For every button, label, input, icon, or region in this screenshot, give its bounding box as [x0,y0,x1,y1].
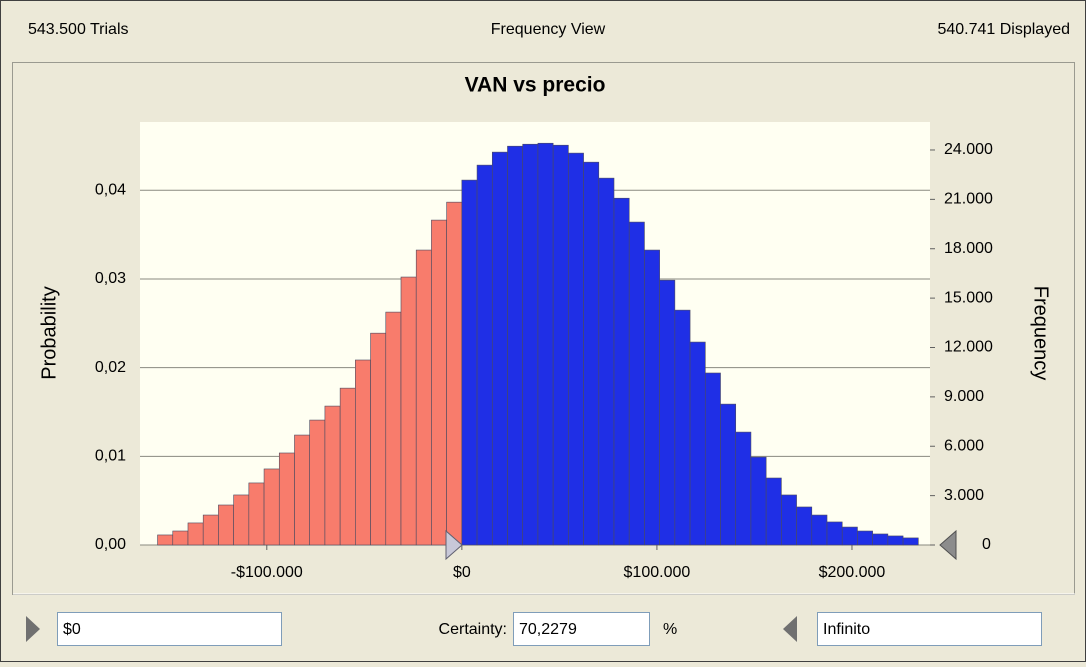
bar [248,482,265,546]
bar [507,145,524,546]
bar [324,405,341,546]
upper-value[interactable]: Infinito [823,621,870,638]
bar [218,504,234,546]
bar [857,530,873,546]
bar [187,522,204,546]
certainty-value[interactable]: 70,2279 [519,621,577,638]
upper-grabber[interactable] [939,529,957,561]
bar [598,177,615,546]
bar [735,431,752,546]
upper-input[interactable] [817,612,1042,646]
bar [765,477,782,546]
y2-tick-label: 6.000 [944,437,984,454]
bar [339,387,356,546]
bar [720,403,737,546]
view-name: Frequency View [491,21,606,38]
bar [309,419,326,546]
y2-tick-label: 18.000 [944,240,993,257]
lower-grabber[interactable] [445,529,463,561]
bar [431,219,447,546]
chart-title: VAN vs precio [465,74,606,97]
bar [491,151,508,546]
percent-sign: % [663,621,677,638]
lower-arrow[interactable] [26,616,40,642]
y2-tick-label: 0 [982,536,991,553]
bar [233,494,250,546]
bar [476,164,493,546]
bar [872,533,889,546]
bar [583,161,600,546]
bar [415,249,432,546]
certainty-label: Certainty: [439,621,507,638]
bar [202,514,219,546]
plot: 0,00 0,01 0,02 0,03 0,04 0 3.000 6.000 9.000 12.0… [95,141,993,581]
bar [263,468,280,546]
y-axis-label: Probability [38,286,60,379]
x-tick-label: $0 [453,564,471,581]
y-tick-label: 0,01 [95,448,126,465]
bar [385,311,402,546]
displayed-count: 540.741 Displayed [937,21,1070,38]
bar [781,494,797,546]
y2-axis-label: Frequency [1030,286,1052,381]
bar [157,534,174,546]
bar [552,144,569,546]
upper-arrow[interactable] [783,616,797,642]
bar [613,197,630,546]
certainty-input[interactable] [513,612,650,646]
x-tick-label: -$100.000 [231,564,303,581]
bar [644,249,660,546]
lower-value[interactable]: $0 [63,621,81,638]
bar [446,201,463,546]
bar [400,276,417,546]
bar [172,530,189,546]
bar [568,152,584,546]
bar [704,372,721,546]
y2-tick-label: 3.000 [944,487,984,504]
y2-tick-label: 24.000 [944,141,993,158]
trials-count: 543.500 Trials [28,21,129,38]
lower-input[interactable] [57,612,282,646]
y2-tick-label: 9.000 [944,388,984,405]
bar [887,535,904,546]
bar [461,179,478,546]
bar [278,452,295,546]
bar [841,526,858,546]
bar [355,359,371,546]
y2-tick-label: 21.000 [944,191,993,208]
bar [826,521,843,546]
bar [902,537,919,546]
y-tick-label: 0,02 [95,359,126,376]
y-tick-label: 0,03 [95,270,126,287]
bar [811,514,828,546]
bar [628,221,645,546]
y-tick-label: 0,00 [95,536,126,553]
bar [537,142,554,546]
x-tick-label: $100.000 [624,564,691,581]
y2-tick-label: 12.000 [944,339,993,356]
bar [674,309,691,546]
bar [522,143,539,546]
bar [659,279,676,546]
bar [294,434,311,546]
bar [796,506,813,546]
x-tick-label: $200.000 [819,564,886,581]
bar [750,456,767,546]
bar [370,332,387,546]
y2-tick-label: 15.000 [944,289,993,306]
bar [689,341,706,546]
y-tick-label: 0,04 [95,182,126,199]
